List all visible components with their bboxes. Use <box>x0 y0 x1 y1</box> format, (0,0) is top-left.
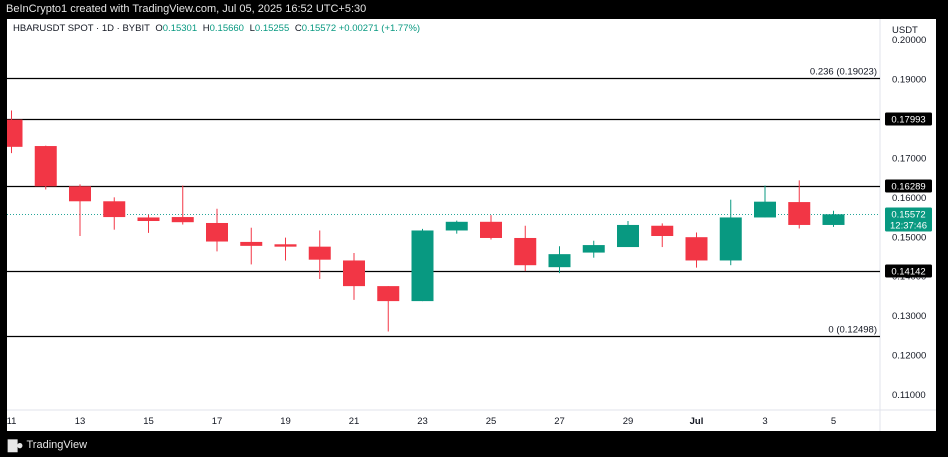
header-bar: BeInCrypto1 created with TradingView.com… <box>0 0 948 19</box>
y-tick-label: 0.11000 <box>892 390 926 401</box>
y-tick-label: 0.19000 <box>892 74 926 85</box>
high-value: 0.15660 <box>209 23 244 34</box>
candle-body-up[interactable] <box>411 230 434 302</box>
last-price-tag <box>885 207 932 232</box>
candle-body-up[interactable] <box>582 245 605 253</box>
tradingview-logo-icon: ▇● <box>8 438 24 452</box>
level-tag-label: 0.16289 <box>891 182 925 193</box>
close-value: 0.15572 <box>301 23 337 34</box>
level-tag <box>885 112 932 126</box>
candle-body-down[interactable] <box>377 286 400 302</box>
candle-body-down[interactable] <box>240 241 263 246</box>
candle-body-down[interactable] <box>137 217 160 222</box>
high-label: H <box>202 23 210 34</box>
y-tick-label: 0.12000 <box>892 351 926 362</box>
x-tick-label: 13 <box>75 416 86 427</box>
x-tick-label: 25 <box>486 416 497 427</box>
created-by-text: BeInCrypto1 created with TradingView.com… <box>6 3 367 15</box>
x-tick-label: 29 <box>623 416 634 427</box>
level-tag-label: 0.14142 <box>891 267 925 278</box>
x-tick-label: 17 <box>212 416 223 427</box>
x-tick-label: 23 <box>417 416 428 427</box>
candle-body-down[interactable] <box>343 260 365 287</box>
symbol-label: HBARUSDT SPOT · 1D · BYBIT <box>13 23 150 34</box>
bar-countdown: 12:37:46 <box>890 221 927 232</box>
low-value: 0.15255 <box>254 23 290 34</box>
price-axis-currency: USDT <box>892 25 918 36</box>
candle-body-down[interactable] <box>171 217 194 223</box>
last-price-value: 0.15572 <box>891 210 925 221</box>
candle-body-up[interactable] <box>445 221 468 231</box>
candle-body-up[interactable] <box>754 201 776 218</box>
candle-body-down[interactable] <box>274 244 297 247</box>
price-chart[interactable]: USDT0.200000.190000.180000.170000.160000… <box>7 19 936 431</box>
candle-body-down[interactable] <box>308 246 331 260</box>
candle-body-down[interactable] <box>103 201 126 218</box>
close-label: C <box>294 23 302 34</box>
low-label: L <box>249 23 255 34</box>
candle-body-up[interactable] <box>548 254 571 268</box>
level-tag <box>885 264 932 278</box>
candle-body-down[interactable] <box>788 202 811 225</box>
footer-bar: ▇● TradingView <box>0 431 948 457</box>
candle-body-up[interactable] <box>719 217 742 261</box>
y-tick-label: 0.17000 <box>892 153 926 164</box>
x-tick-label: 21 <box>349 416 360 427</box>
candle-body-down[interactable] <box>34 146 57 187</box>
tradingview-logo[interactable]: ▇● TradingView <box>8 438 87 452</box>
level-tag-label: 0.17993 <box>891 115 925 126</box>
fib-level-label: 0.236 (0.19023) <box>810 67 877 78</box>
candle-body-down[interactable] <box>69 186 91 202</box>
y-tick-label: 0.20000 <box>892 35 926 46</box>
x-tick-label: 19 <box>280 416 291 427</box>
y-tick-label: 0.15000 <box>892 232 926 243</box>
candle-body-down[interactable] <box>685 237 708 261</box>
change-value: +0.00271 (+1.77%) <box>338 23 421 34</box>
candle-body-down[interactable] <box>651 225 674 237</box>
open-label: O <box>155 23 163 34</box>
x-tick-label: Jul <box>690 416 704 427</box>
candle-body-up[interactable] <box>822 214 845 225</box>
fib-level-label: 0 (0.12498) <box>828 325 877 336</box>
candle-body-down[interactable] <box>206 222 228 242</box>
x-tick-label: 27 <box>554 416 565 427</box>
y-tick-label: 0.13000 <box>892 311 926 322</box>
candle-body-up[interactable] <box>617 224 639 248</box>
x-tick-label: 15 <box>143 416 154 427</box>
x-tick-label: 3 <box>762 416 767 427</box>
level-tag <box>885 179 932 193</box>
x-tick-label: 11 <box>7 416 16 427</box>
chart-panel[interactable]: USDT0.200000.190000.180000.170000.160000… <box>7 19 936 431</box>
candle-body-down[interactable] <box>480 221 502 238</box>
open-value: 0.15301 <box>162 23 198 34</box>
ohlc-legend: HBARUSDT SPOT · 1D · BYBIT O0.15301 H0.1… <box>13 23 420 34</box>
tradingview-logo-text: TradingView <box>26 439 88 451</box>
y-tick-label: 0.16000 <box>892 193 926 204</box>
candle-body-down[interactable] <box>514 237 537 266</box>
x-tick-label: 5 <box>831 416 836 427</box>
candle-body-down[interactable] <box>7 119 23 147</box>
